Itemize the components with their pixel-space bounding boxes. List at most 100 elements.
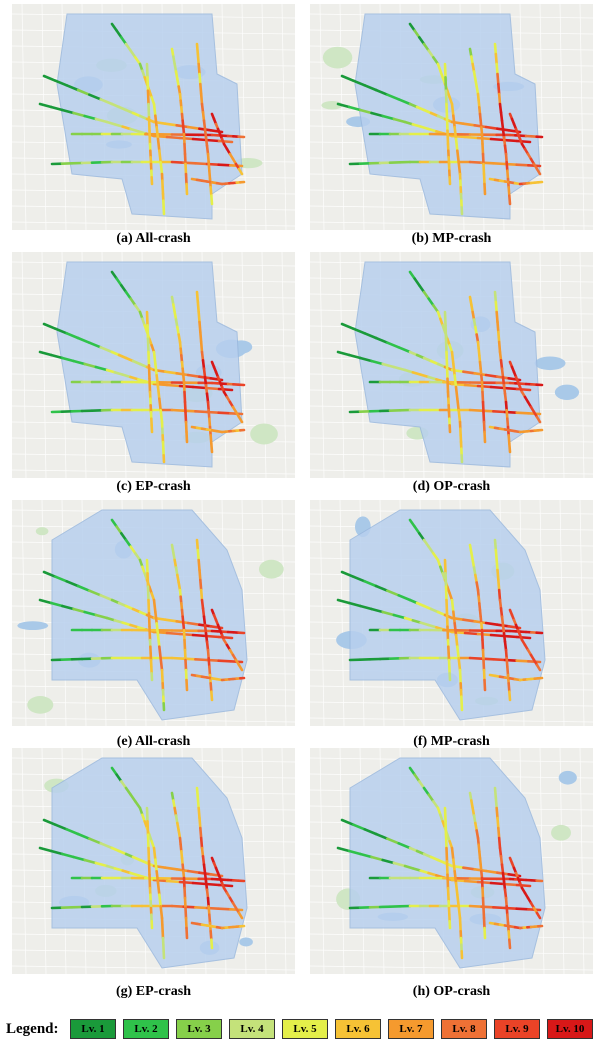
road-segment: [392, 613, 407, 620]
road-segment: [164, 618, 178, 623]
road-segment: [164, 122, 178, 127]
road-segment: [370, 111, 384, 118]
road-segment: [65, 828, 80, 836]
road-segment: [54, 79, 68, 87]
road-segment: [191, 633, 208, 638]
road-segment: [156, 881, 161, 896]
road-segment: [156, 137, 161, 152]
road-segment: [204, 136, 209, 147]
road-segment: [165, 879, 182, 884]
road-segment: [115, 525, 123, 535]
road-segment: [124, 42, 132, 52]
road-segment: [178, 632, 195, 637]
road-segment: [206, 400, 210, 412]
road-segment: [209, 186, 213, 197]
road-segment: [497, 330, 501, 344]
road-segment: [468, 160, 483, 164]
lake: [534, 356, 566, 371]
road-segment: [186, 621, 201, 626]
road-segment: [105, 368, 117, 374]
road-segment: [129, 375, 140, 381]
road-segment: [152, 134, 169, 139]
road-segment: [482, 668, 486, 682]
park: [551, 824, 572, 841]
road-segment: [454, 633, 459, 648]
map-image: [12, 500, 295, 726]
road-segment: [83, 610, 98, 617]
road-segment: [200, 350, 205, 362]
road-segment: [495, 62, 499, 76]
road-segment: [450, 134, 467, 139]
road-segment: [432, 56, 440, 66]
road-segment: [484, 125, 499, 130]
road-segment: [197, 558, 201, 572]
road-segment: [158, 397, 162, 412]
road-segment: [164, 866, 178, 871]
road-segment: [146, 89, 150, 106]
road-segment: [422, 786, 430, 796]
road-segment: [443, 558, 447, 575]
road-segment: [61, 356, 75, 363]
road-segment: [134, 800, 142, 810]
road-segment: [208, 169, 212, 181]
lake: [17, 621, 49, 631]
road-segment: [147, 612, 151, 628]
legend-swatch: Lv. 10: [547, 1019, 593, 1039]
road-segment: [115, 277, 123, 287]
map-panel: [310, 500, 593, 726]
road-segment: [484, 373, 499, 378]
road-segment: [502, 880, 507, 891]
road-segment: [454, 881, 459, 896]
road-segment: [113, 867, 124, 872]
road-segment: [445, 612, 449, 628]
road-segment: [155, 622, 160, 637]
panel-caption: (b) MP-crash: [411, 231, 492, 246]
road-segment: [453, 870, 458, 885]
road-segment: [403, 120, 415, 126]
road-segment: [178, 384, 195, 389]
road-segment: [476, 384, 493, 389]
road-segment: [499, 111, 504, 122]
road-segment: [194, 162, 209, 166]
road-segment: [54, 327, 68, 335]
road-segment: [446, 625, 450, 642]
road-segment: [445, 598, 449, 615]
road-segment: [480, 876, 484, 890]
road-segment: [152, 382, 169, 387]
road-segment: [147, 350, 151, 367]
road-segment: [498, 102, 503, 114]
road-segment: [499, 607, 504, 618]
road-segment: [209, 930, 213, 941]
legend-swatch: Lv. 3: [176, 1019, 222, 1039]
road-segment: [515, 163, 530, 167]
road-segment: [502, 634, 519, 639]
road-segment: [505, 161, 509, 172]
legend-swatch: Lv. 1: [70, 1019, 116, 1039]
road-segment: [481, 638, 485, 652]
road-segment: [494, 300, 498, 314]
road-segment: [504, 152, 508, 164]
road-segment: [124, 786, 132, 796]
road-segment: [76, 584, 91, 592]
road-segment: [110, 766, 118, 776]
road-segment: [170, 656, 185, 660]
road-segment: [452, 362, 456, 377]
road-segment: [463, 879, 480, 884]
road-segment: [200, 102, 205, 114]
road-segment: [121, 869, 132, 875]
road-segment: [444, 337, 448, 354]
road-segment: [535, 663, 542, 672]
road-segment: [374, 584, 389, 592]
road-segment: [419, 869, 430, 875]
road-segment: [178, 136, 195, 141]
road-segment: [121, 125, 132, 131]
road-segment: [481, 390, 485, 404]
road-segment: [489, 633, 506, 638]
road-segment: [154, 610, 158, 625]
road-segment: [427, 545, 435, 555]
road-segment: [154, 114, 158, 129]
road-segment: [457, 161, 462, 176]
road-segment: [506, 913, 510, 925]
road-segment: [456, 397, 460, 412]
road-segment: [134, 552, 142, 562]
